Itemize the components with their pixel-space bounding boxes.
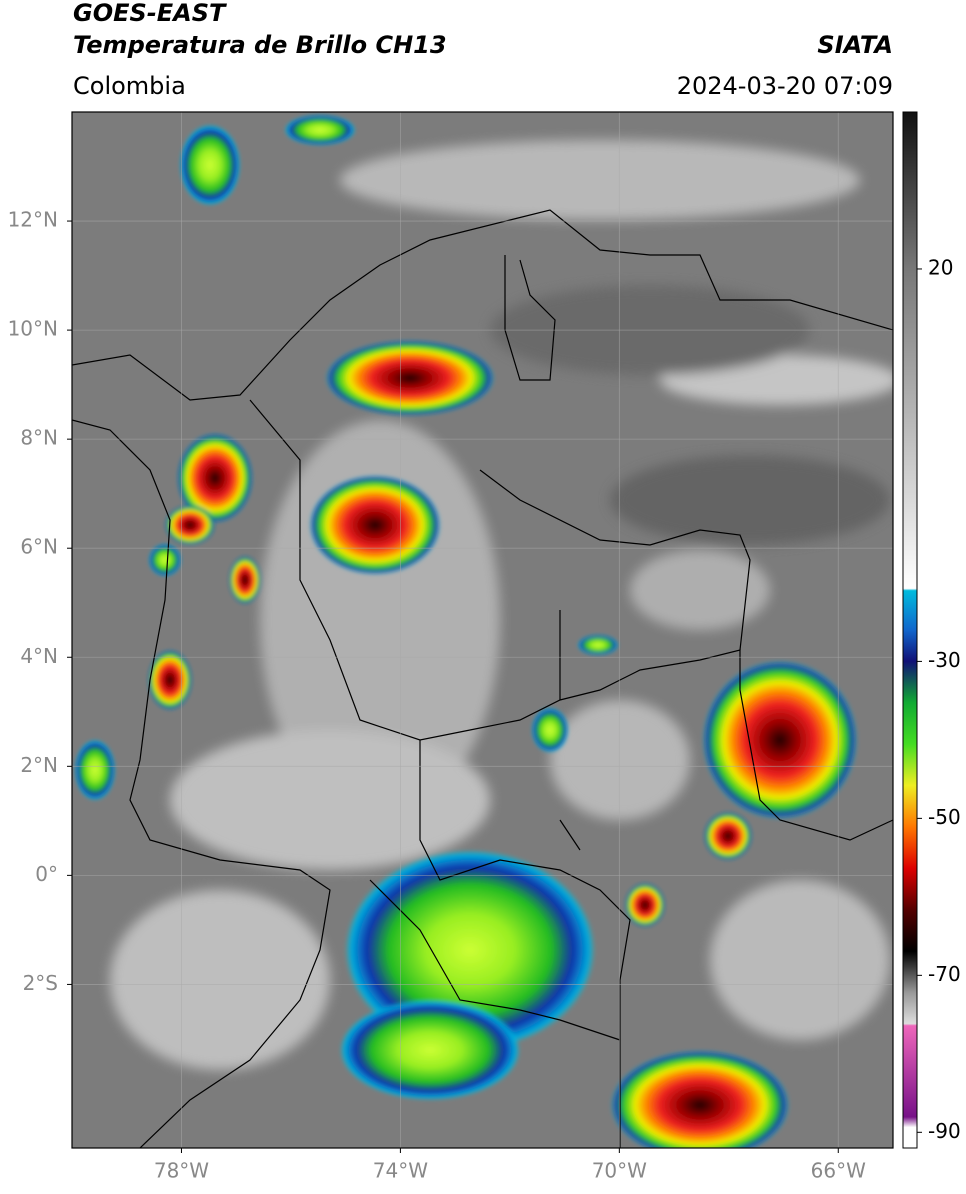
source: SIATA xyxy=(817,31,893,59)
region: Colombia xyxy=(73,72,186,100)
colorbar-tick-label: -90 xyxy=(928,1119,961,1143)
y-tick-label: 8°N xyxy=(20,426,58,450)
x-tick-label: 66°W xyxy=(811,1159,866,1183)
y-tick-label: 6°N xyxy=(20,535,58,559)
grid xyxy=(72,112,893,1148)
x-tick-label: 70°W xyxy=(592,1159,647,1183)
colorbar xyxy=(902,111,918,1149)
y-tick-label: 10°N xyxy=(8,317,58,341)
map-frame xyxy=(71,111,894,1149)
colorbar-tick-label: -30 xyxy=(928,648,961,672)
title: GOES-EAST xyxy=(73,0,227,27)
y-tick-label: 12°N xyxy=(8,208,58,232)
subtitle: Temperatura de Brillo CH13 xyxy=(73,31,447,59)
x-tick-label: 74°W xyxy=(373,1159,428,1183)
y-tick-label: 2°N xyxy=(20,753,58,777)
colorbar-tick-label: -50 xyxy=(928,805,961,829)
y-tick-label: 0° xyxy=(35,862,58,886)
colorbar-tick-label: -70 xyxy=(928,962,961,986)
colorbar-tick-label: 20 xyxy=(928,255,953,279)
y-tick-label: 2°S xyxy=(23,971,58,995)
satellite-image xyxy=(72,112,893,1148)
datetime: 2024-03-20 07:09 xyxy=(677,72,893,100)
x-tick-label: 78°W xyxy=(154,1159,209,1183)
y-tick-label: 4°N xyxy=(20,644,58,668)
